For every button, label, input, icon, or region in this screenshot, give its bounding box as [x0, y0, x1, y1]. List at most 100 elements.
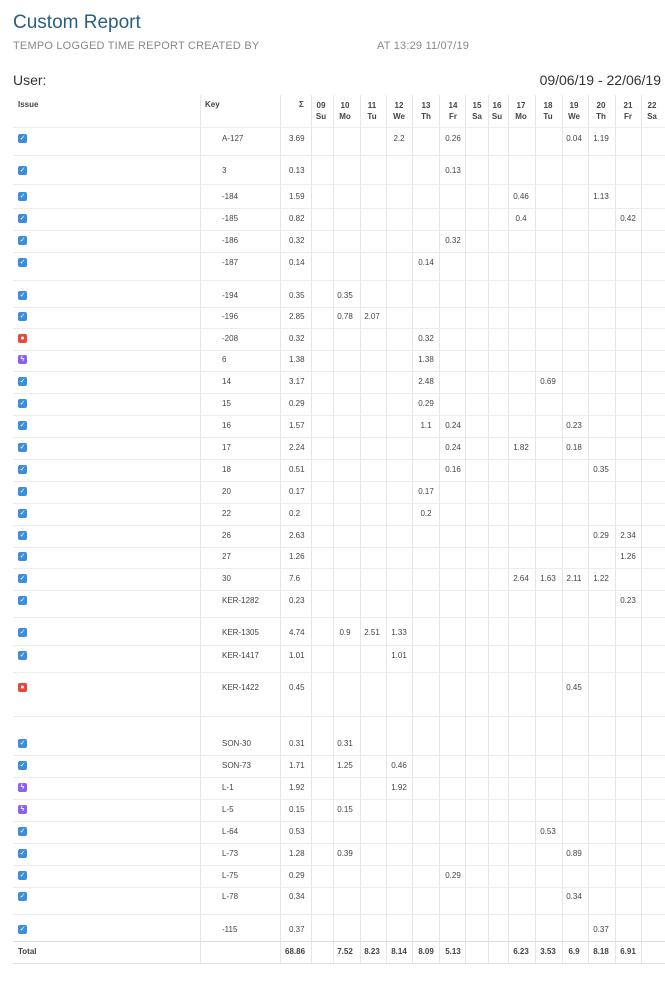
day-name: Sa	[647, 112, 657, 121]
row-divider	[13, 459, 665, 460]
issue-icon: ✓	[18, 574, 27, 583]
column-divider	[488, 95, 489, 963]
issue-key: 30	[222, 574, 231, 583]
day-value: 0.29	[445, 871, 461, 880]
issue-key: L-5	[222, 805, 234, 814]
issue-key: KER-1417	[222, 651, 259, 660]
day-total: 6.91	[620, 947, 636, 956]
issue-total: 0.31	[289, 739, 305, 748]
issue-key: A-127	[222, 134, 244, 143]
column-divider	[508, 95, 509, 963]
issue-total: 0.53	[289, 827, 305, 836]
issue-total: 0.35	[289, 291, 305, 300]
issue-icon: ✓	[18, 761, 27, 770]
day-value: 0.16	[445, 465, 461, 474]
day-value: 0.35	[337, 291, 353, 300]
column-divider	[641, 95, 642, 963]
day-value: 0.24	[445, 421, 461, 430]
issue-total: 7.6	[289, 574, 301, 583]
row-divider	[13, 184, 665, 185]
issue-key: -194	[222, 291, 239, 300]
day-date: 09	[316, 101, 326, 110]
column-divider	[562, 95, 563, 963]
day-value: 0.26	[445, 134, 461, 143]
issue-key: 18	[222, 465, 231, 474]
row-divider	[13, 963, 665, 964]
issue-icon: ✓	[18, 487, 27, 496]
day-value: 0.39	[337, 849, 353, 858]
issue-icon: ✓	[18, 509, 27, 518]
column-divider	[535, 95, 536, 963]
day-name: Su	[315, 112, 327, 121]
issue-total: 3.17	[289, 377, 305, 386]
day-value: 0.32	[445, 236, 461, 245]
row-divider	[13, 371, 665, 372]
issue-key: SON-30	[222, 739, 251, 748]
day-total: 5.13	[445, 947, 461, 956]
day-value: 0.35	[593, 465, 609, 474]
day-value: 2.34	[620, 531, 636, 540]
issue-key: L-73	[222, 849, 239, 858]
user-label: User:	[13, 72, 47, 88]
row-divider	[13, 350, 665, 351]
issue-icon: ✓	[18, 552, 27, 561]
day-value: 0.18	[566, 443, 582, 452]
day-value: 0.89	[566, 849, 582, 858]
issue-total: 0.23	[289, 596, 305, 605]
issue-key: -186	[222, 236, 239, 245]
day-value: 0.15	[337, 805, 353, 814]
issue-total: 1.38	[289, 355, 305, 364]
row-divider	[13, 328, 665, 329]
row-divider	[13, 865, 665, 866]
day-value: 0.29	[418, 399, 434, 408]
row-divider	[13, 481, 665, 482]
issue-total: 2.24	[289, 443, 305, 452]
day-value: 0.42	[620, 214, 636, 223]
day-value: 0.04	[566, 134, 582, 143]
row-divider	[13, 525, 665, 526]
issue-icon: ✓	[18, 739, 27, 748]
row-divider	[13, 547, 665, 548]
day-value: 0.14	[418, 258, 434, 267]
day-value: 1.19	[593, 134, 609, 143]
day-total: 8.18	[593, 947, 609, 956]
day-value: 1.63	[540, 574, 556, 583]
row-divider	[13, 437, 665, 438]
issue-icon: ϟ	[18, 805, 27, 814]
issue-total: 0.34	[289, 892, 305, 901]
issue-total: 1.59	[289, 192, 305, 201]
issue-icon: ●	[18, 334, 27, 343]
issue-key: -115	[222, 925, 238, 934]
day-date: 21	[623, 101, 633, 110]
created-at: AT 13:29 11/07/19	[377, 40, 470, 52]
day-date: 17	[516, 101, 526, 110]
day-date: 14	[448, 101, 458, 110]
issue-icon: ✓	[18, 236, 27, 245]
row-divider	[13, 155, 665, 156]
issue-icon: ✓	[18, 443, 27, 452]
issue-key: 14	[222, 377, 231, 386]
issue-icon: ✓	[18, 421, 27, 430]
day-value: 1.1	[420, 421, 432, 430]
column-divider	[280, 95, 281, 963]
issue-total: 0.29	[289, 871, 305, 880]
issue-key: -187	[222, 258, 239, 267]
day-date: 20	[596, 101, 606, 110]
issue-key: L-64	[222, 827, 239, 836]
issue-key: 20	[222, 487, 231, 496]
day-date: 18	[543, 101, 553, 110]
issue-icon: ✓	[18, 651, 27, 660]
row-divider	[13, 393, 665, 394]
day-total: 3.53	[540, 947, 556, 956]
issue-total: 1.57	[289, 421, 305, 430]
issue-key: -184	[222, 192, 239, 201]
day-total: 8.14	[391, 947, 407, 956]
day-date: 22	[647, 101, 657, 110]
day-value: 2.51	[364, 628, 380, 637]
column-divider	[200, 95, 201, 963]
row-divider	[13, 821, 665, 822]
row-divider	[13, 887, 665, 888]
issue-total: 0.14	[289, 258, 305, 267]
issue-total: 1.92	[289, 783, 305, 792]
